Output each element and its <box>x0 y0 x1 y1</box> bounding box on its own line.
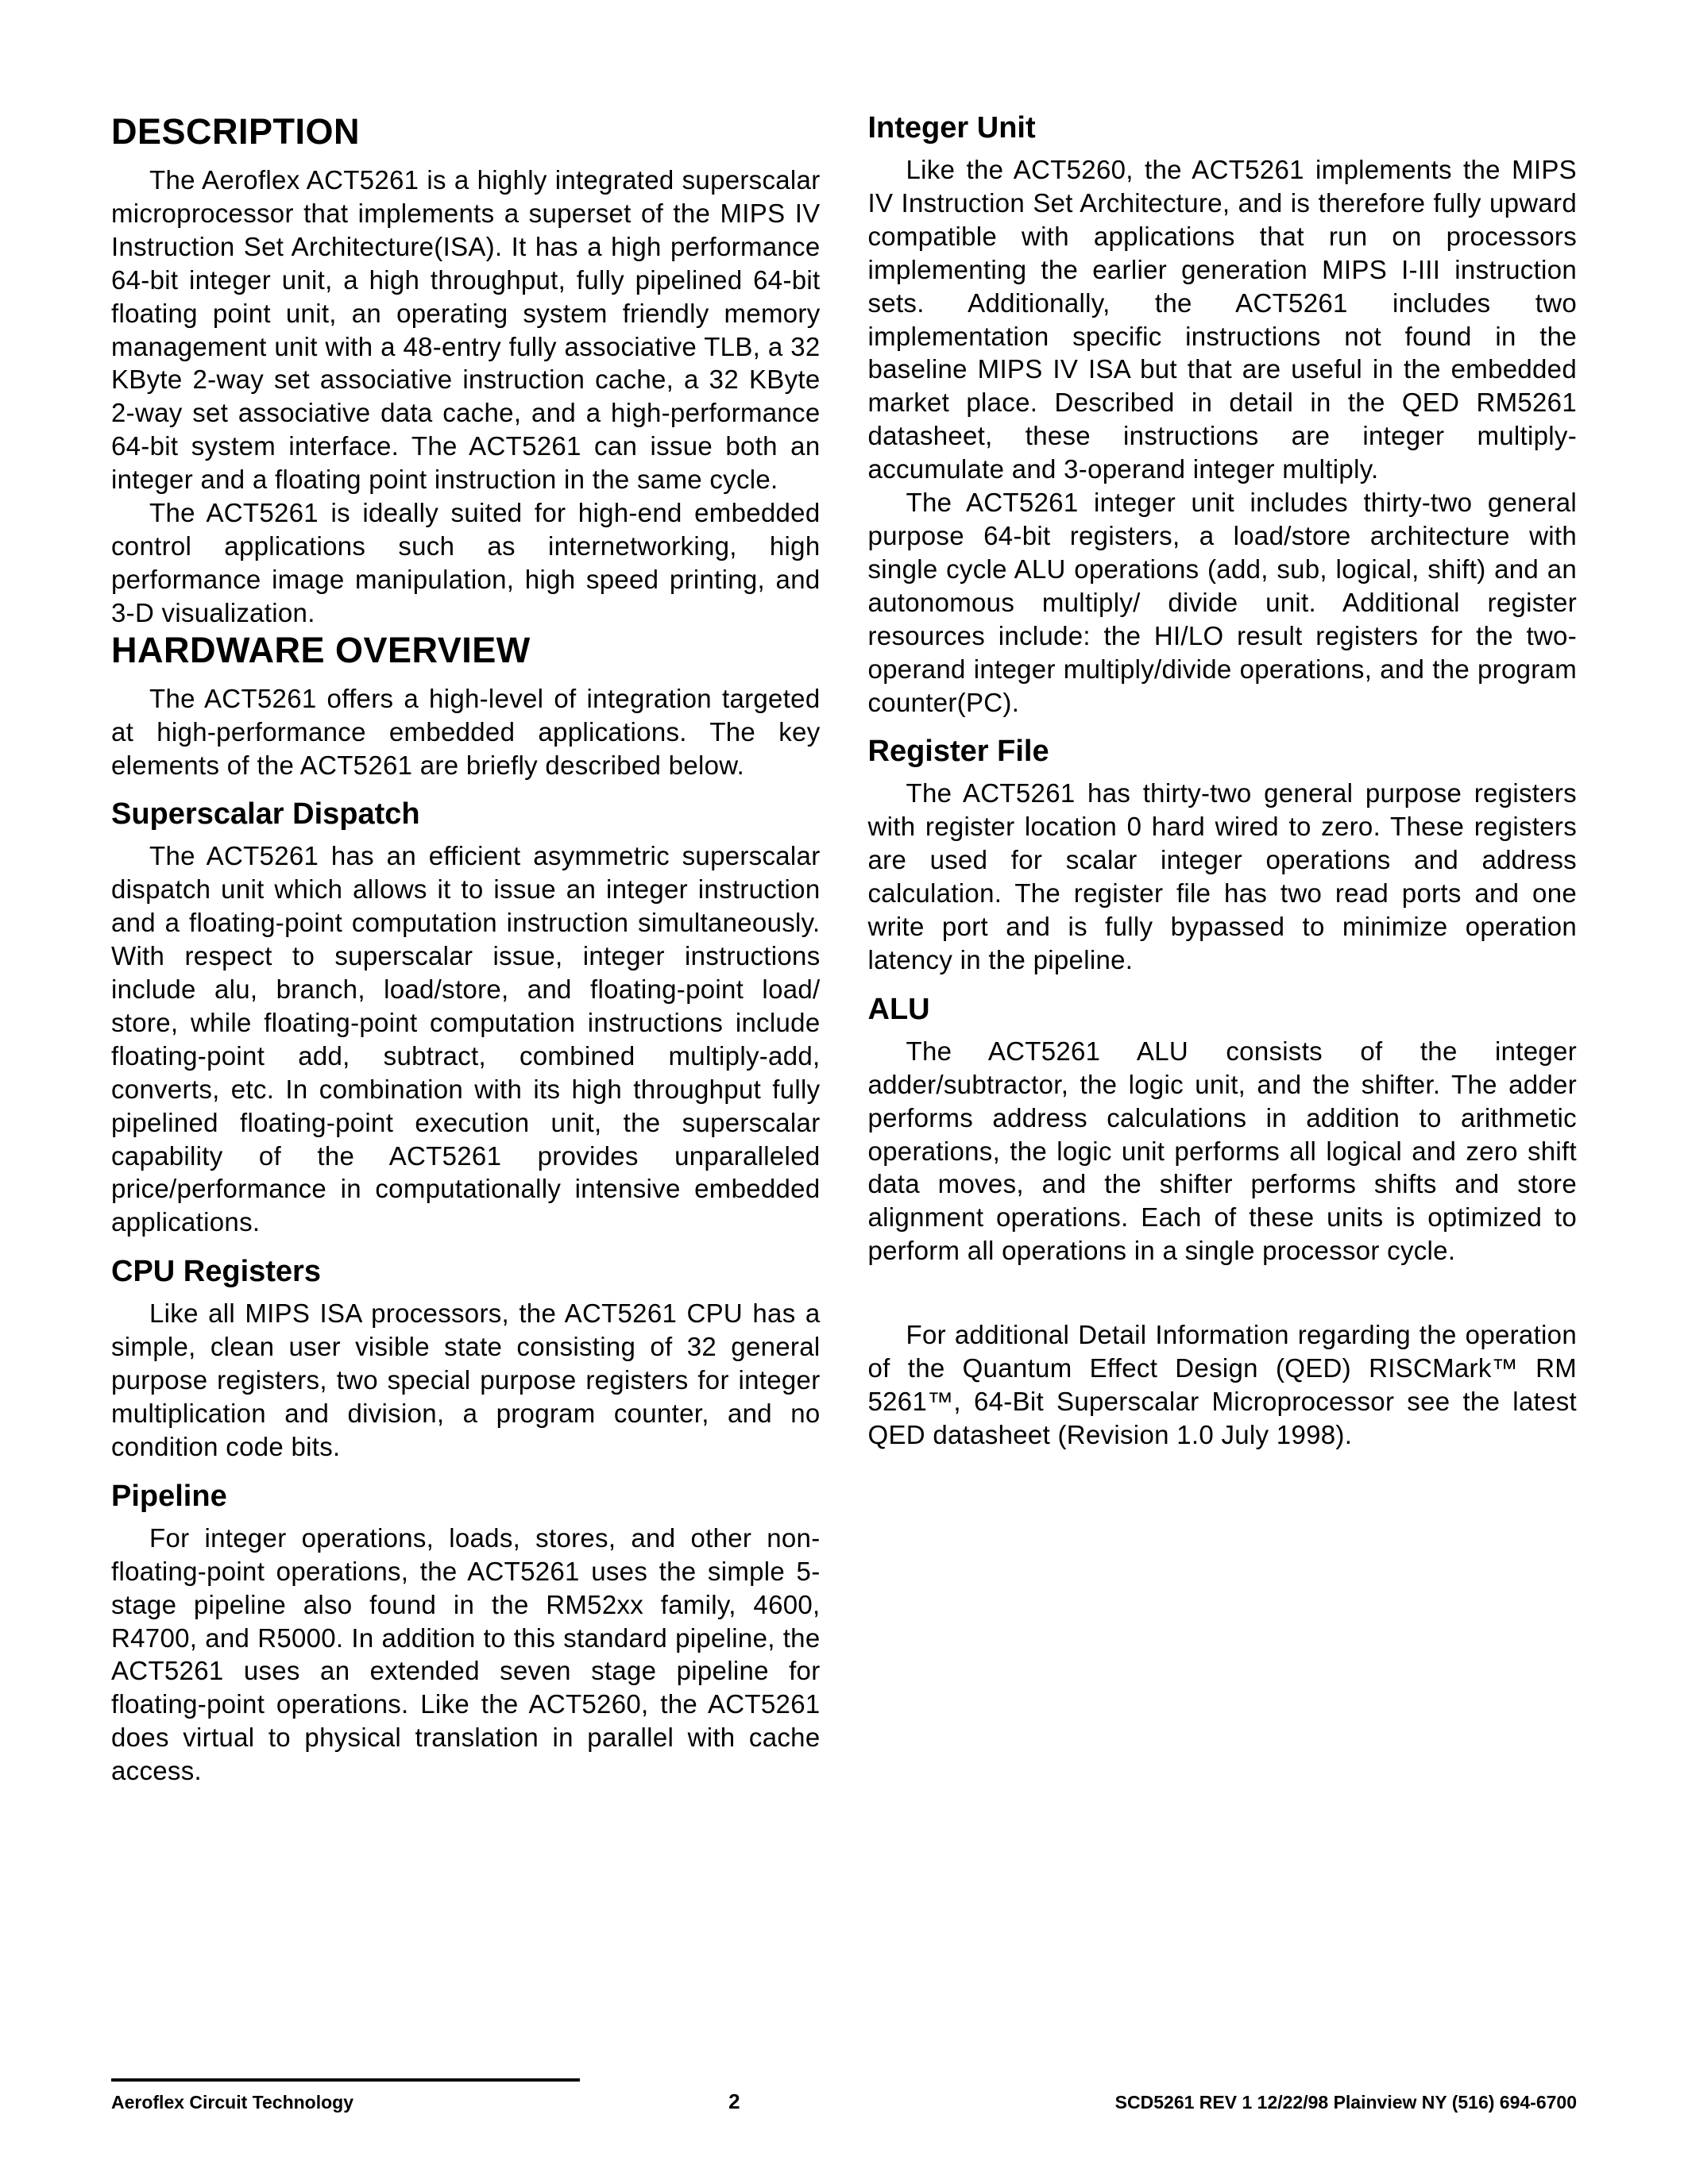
paragraph: The ACT5261 has an efficient asymmetric … <box>111 839 821 1239</box>
paragraph: The ACT5261 has thirty-two general purpo… <box>868 777 1578 976</box>
paragraph: The ACT5261 is ideally suited for high-e… <box>111 496 821 630</box>
right-column: Integer Unit Like the ACT5260, the ACT52… <box>868 111 1578 2049</box>
heading-hardware-overview: HARDWARE OVERVIEW <box>111 630 821 671</box>
heading-alu: ALU <box>868 993 1578 1027</box>
footer-left: Aeroflex Circuit Technology <box>111 2092 353 2113</box>
paragraph: The ACT5261 ALU consists of the integer … <box>868 1035 1578 1268</box>
paragraph: For additional Detail Information regard… <box>868 1318 1578 1452</box>
footer-rule <box>111 2078 580 2082</box>
paragraph: Like all MIPS ISA processors, the ACT526… <box>111 1297 821 1464</box>
footer-row: Aeroflex Circuit Technology 2 SCD5261 RE… <box>111 2089 1577 2114</box>
paragraph: For integer operations, loads, stores, a… <box>111 1522 821 1788</box>
heading-description: DESCRIPTION <box>111 111 821 152</box>
spacer <box>868 1268 1578 1318</box>
footer-right: SCD5261 REV 1 12/22/98 Plainview NY (516… <box>1115 2092 1577 2113</box>
paragraph: The ACT5261 integer unit includes thirty… <box>868 486 1578 719</box>
heading-pipeline: Pipeline <box>111 1480 821 1514</box>
paragraph: The Aeroflex ACT5261 is a highly integra… <box>111 164 821 496</box>
heading-cpu-registers: CPU Registers <box>111 1255 821 1289</box>
heading-register-file: Register File <box>868 735 1578 769</box>
paragraph: The ACT5261 offers a high-level of integ… <box>111 682 821 782</box>
left-column: DESCRIPTION The Aeroflex ACT5261 is a hi… <box>111 111 821 2049</box>
heading-superscalar-dispatch: Superscalar Dispatch <box>111 797 821 832</box>
page-footer: Aeroflex Circuit Technology 2 SCD5261 RE… <box>111 2078 1577 2114</box>
content-columns: DESCRIPTION The Aeroflex ACT5261 is a hi… <box>111 111 1577 2049</box>
heading-integer-unit: Integer Unit <box>868 111 1578 145</box>
footer-page-number: 2 <box>728 2089 740 2114</box>
paragraph: Like the ACT5260, the ACT5261 implements… <box>868 153 1578 486</box>
